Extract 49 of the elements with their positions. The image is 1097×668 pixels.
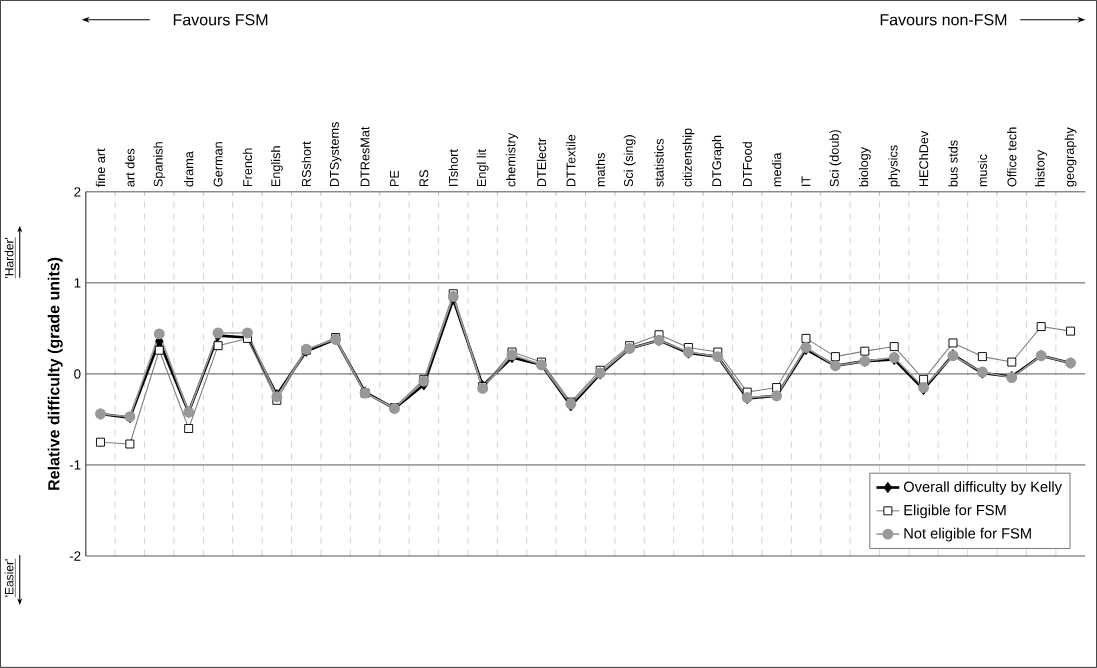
x-tick-label: media (771, 152, 782, 187)
y-tick-label: -1 (69, 460, 81, 470)
y-tick-label: 0 (74, 369, 81, 379)
x-tick-label: PE (390, 170, 399, 187)
text: 'Harder' (4, 237, 14, 278)
x-tick-label: citizenship (682, 128, 695, 187)
x-tick-label: chemistry (506, 133, 518, 187)
x-tick-label: English (270, 146, 283, 187)
text: Favours FSM (173, 14, 268, 26)
x-tick-label: RSshort (301, 141, 311, 187)
x-tick-label: bus stds (948, 140, 958, 187)
x-tick-label: DTSystems (329, 122, 342, 187)
legend-label: Not eligible for FSM (904, 527, 1031, 542)
y-tick-label: 1 (74, 278, 81, 288)
x-tick-label: history (1035, 149, 1048, 187)
x-tick-label: German (213, 142, 223, 187)
x-tick-label: fine art (95, 148, 106, 188)
x-tick-label: Spanish (153, 142, 166, 187)
text: Favours non-FSM (880, 14, 1007, 26)
x-tick-label: DTFood (742, 142, 752, 187)
x-tick-label: Sci (doub) (829, 130, 842, 187)
x-tick-label: drama (184, 151, 194, 187)
x-tick-label: maths (595, 153, 605, 187)
x-tick-label: RS (419, 170, 429, 187)
point (153, 328, 165, 340)
legend-label: Eligible for FSM (904, 504, 1006, 519)
y-tick-label: 2 (74, 187, 81, 197)
x-tick-label: HEChDev (918, 130, 929, 187)
x-tick-label: statistics (654, 139, 664, 187)
x-tick-label: ITshort (448, 149, 458, 187)
x-tick-label: music (977, 154, 988, 187)
x-tick-label: art des (125, 148, 135, 187)
x-tick-label: Office tech (1007, 127, 1017, 187)
legend-label: Overall difficulty by Kelly (903, 481, 1062, 495)
y-tick-label: -2 (69, 551, 81, 561)
x-tick-label: geography (1064, 127, 1077, 187)
x-tick-label: physics (888, 145, 901, 187)
x-tick-label: DTElectr (536, 138, 547, 187)
x-tick-label: Sci (sing) (623, 135, 636, 187)
x-tick-label: French (242, 148, 253, 187)
x-tick-label: biology (858, 147, 871, 187)
x-tick-label: IT (801, 176, 811, 187)
y-axis-title: Relative difficulty (grade units) (47, 257, 63, 490)
x-tick-label: DTGraph (711, 135, 724, 187)
x-tick-label: DTResMat (360, 126, 370, 187)
point (241, 327, 253, 339)
x-tick-label: DTTextile (566, 134, 576, 187)
text: 'Easier' (4, 559, 14, 597)
x-tick-label: Engl lit (476, 149, 489, 187)
